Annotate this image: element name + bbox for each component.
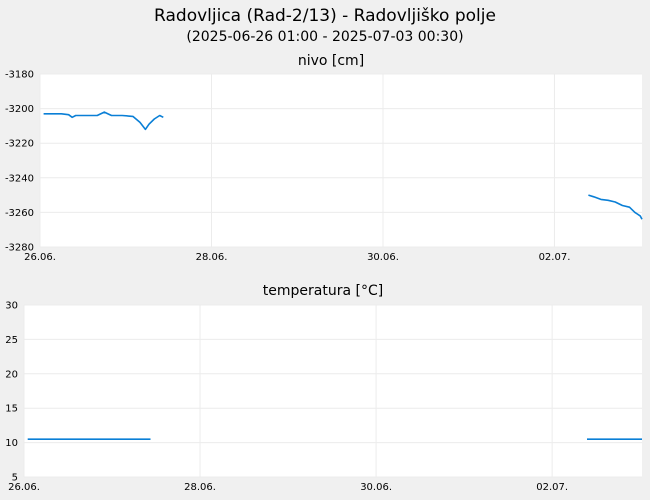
y-tick-label: 15 <box>5 404 18 415</box>
x-tick-label: 28.06. <box>184 482 216 493</box>
x-tick-label: 26.06. <box>8 482 40 493</box>
y-tick-label: -3240 <box>5 173 34 184</box>
x-tick-label: 30.06. <box>360 482 392 493</box>
y-tick-label: -3220 <box>5 139 34 150</box>
y-tick-label: 30 <box>5 301 18 312</box>
x-tick-label: 02.07. <box>539 252 571 263</box>
series-line-segment-1 <box>588 194 643 220</box>
y-tick-label: -3200 <box>5 104 34 115</box>
chart-panel-1: temperatura [°C] 30 25 20 15 10 526.06. 28.06. 3… <box>5 283 642 493</box>
chart-title: Radovljica (Rad-2/13) - Radovljiško polj… <box>154 6 496 26</box>
chart-subtitle: (2025-06-26 01:00 - 2025-07-03 00:30) <box>186 29 463 45</box>
y-tick-label: -3180 <box>5 70 34 81</box>
series-line-segment-0 <box>43 111 164 131</box>
y-tick-label: 25 <box>5 335 18 346</box>
plot-area <box>24 305 642 477</box>
chart-panel-0: nivo [cm]-3180-3200-3220-3240-3260-32802… <box>5 53 643 263</box>
panel-title: temperatura [°C] <box>263 283 383 299</box>
x-tick-label: 26.06. <box>24 252 56 263</box>
x-tick-label: 28.06. <box>196 252 228 263</box>
panel-title: nivo [cm] <box>298 53 364 69</box>
y-tick-label: -3280 <box>5 243 34 254</box>
y-tick-label: 10 <box>5 438 18 449</box>
x-tick-label: 02.07. <box>536 482 568 493</box>
x-tick-label: 30.06. <box>367 252 399 263</box>
y-tick-label: 5 <box>12 473 18 484</box>
plot-area <box>40 74 642 247</box>
y-tick-label: 20 <box>5 369 18 380</box>
y-tick-label: -3260 <box>5 208 34 219</box>
